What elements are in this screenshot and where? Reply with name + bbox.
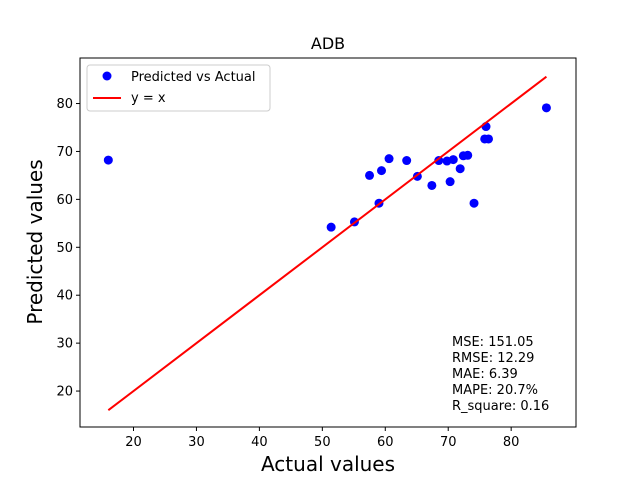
data-point [445, 177, 455, 187]
x-tick-label: 80 [503, 435, 520, 450]
x-tick-label: 70 [440, 435, 457, 450]
axes-frame [79, 57, 577, 428]
metrics-annotation: MSE: 151.05 RMSE: 12.29 MAE: 6.39 MAPE: … [452, 335, 549, 414]
data-point [434, 156, 444, 166]
data-point [463, 150, 473, 160]
legend-box [86, 64, 271, 112]
data-point [455, 164, 465, 174]
data-point [384, 154, 394, 164]
x-axis: 20 30 40 50 60 70 80 [125, 427, 519, 450]
x-tick-label: 50 [314, 435, 331, 450]
metric-mae: MAE: 6.39 [452, 367, 518, 382]
data-point [365, 170, 375, 180]
legend: Predicted vs Actual y = x [86, 64, 271, 112]
x-tick-label: 40 [251, 435, 268, 450]
y-tick-label: 20 [56, 385, 73, 400]
data-point [377, 166, 386, 176]
y-axis-title: Predicted values [23, 159, 47, 324]
data-point [448, 155, 458, 165]
x-axis-title: Actual values [261, 452, 395, 476]
y-tick-label: 80 [56, 97, 73, 112]
y-axis: 20 30 40 50 60 70 80 [56, 97, 80, 400]
legend-marker-scatter [102, 71, 112, 81]
metric-rmse: RMSE: 12.29 [452, 351, 534, 366]
plot-area [103, 75, 551, 412]
legend-label-line: y = x [131, 91, 166, 106]
y-tick-label: 50 [56, 241, 73, 256]
x-tick-label: 30 [188, 435, 205, 450]
data-point [103, 155, 113, 165]
metric-r-square: R_square: 0.16 [452, 399, 549, 414]
data-point [541, 103, 551, 113]
data-point [427, 180, 437, 190]
y-tick-label: 30 [56, 337, 73, 352]
metric-mape: MAPE: 20.7% [452, 383, 538, 398]
x-tick-label: 60 [377, 435, 394, 450]
chart-title: ADB [311, 34, 345, 53]
identity-line [107, 75, 548, 412]
data-point [326, 222, 336, 232]
metric-mse: MSE: 151.05 [452, 335, 534, 350]
data-point [402, 156, 412, 166]
data-point [484, 134, 494, 144]
y-tick-label: 40 [56, 289, 73, 304]
legend-label-scatter: Predicted vs Actual [131, 70, 255, 85]
y-tick-label: 70 [56, 145, 73, 160]
data-point [469, 198, 479, 208]
y-tick-label: 60 [56, 193, 73, 208]
x-tick-label: 20 [125, 435, 142, 450]
